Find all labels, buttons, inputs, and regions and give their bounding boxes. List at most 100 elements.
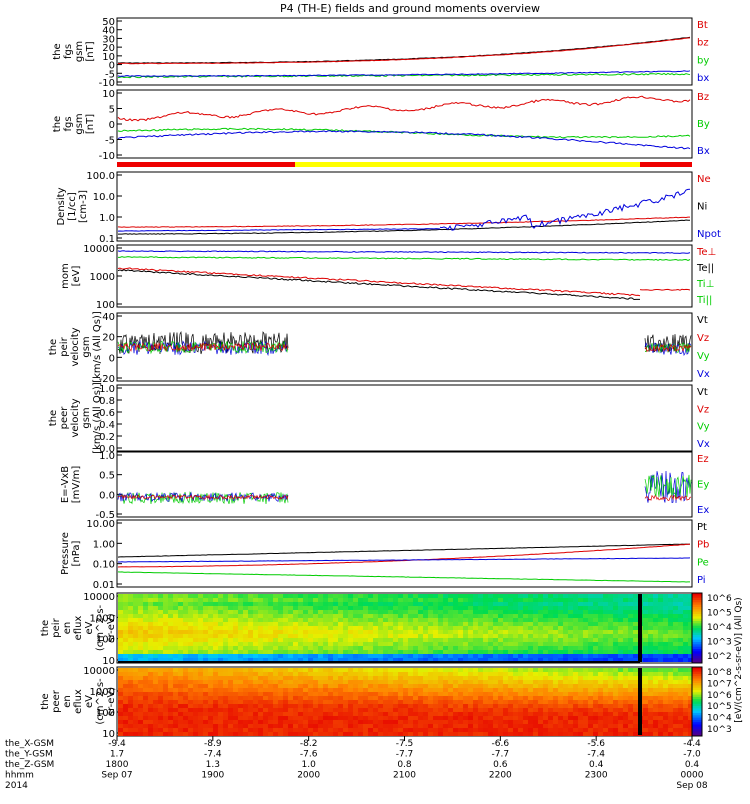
spectro-cell bbox=[463, 724, 468, 728]
spectro-cell bbox=[493, 642, 498, 646]
spectro-cell bbox=[623, 728, 628, 732]
spectro-cell bbox=[593, 646, 598, 650]
spectro-cell bbox=[473, 696, 478, 700]
spectro-cell bbox=[308, 700, 313, 704]
spectro-cell bbox=[458, 680, 463, 684]
spectro-cell bbox=[393, 594, 398, 598]
spectro-cell bbox=[288, 672, 293, 676]
spectro-cell bbox=[448, 630, 453, 634]
spectro-cell bbox=[328, 732, 333, 736]
spectro-cell bbox=[338, 610, 343, 614]
spectro-cell bbox=[348, 658, 353, 662]
spectro-cell bbox=[168, 728, 173, 732]
spectro-cell bbox=[598, 676, 603, 680]
spectro-cell bbox=[343, 688, 348, 692]
spectro-cell bbox=[473, 622, 478, 626]
spectro-cell bbox=[348, 676, 353, 680]
spectro-cell bbox=[118, 692, 123, 696]
spectro-cell bbox=[683, 642, 688, 646]
spectro-cell bbox=[553, 610, 558, 614]
spectro-cell bbox=[503, 658, 508, 662]
spectro-cell bbox=[253, 602, 258, 606]
spectro-cell bbox=[498, 646, 503, 650]
spectro-cell bbox=[268, 642, 273, 646]
spectro-cell bbox=[673, 626, 678, 630]
spectro-cell bbox=[138, 668, 143, 672]
spectro-cell bbox=[413, 700, 418, 704]
spectro-cell bbox=[673, 732, 678, 736]
spectro-cell bbox=[408, 622, 413, 626]
spectro-cell bbox=[173, 606, 178, 610]
spectro-cell bbox=[493, 724, 498, 728]
spectro-cell bbox=[343, 696, 348, 700]
spectro-cell bbox=[628, 598, 633, 602]
spectro-cell bbox=[308, 716, 313, 720]
mode-bar-fast bbox=[295, 162, 640, 167]
spectro-cell bbox=[438, 712, 443, 716]
spectro-cell bbox=[328, 638, 333, 642]
spectro-cell bbox=[658, 672, 663, 676]
spectro-cell bbox=[453, 630, 458, 634]
spectro-cell bbox=[563, 732, 568, 736]
spectro-cell bbox=[183, 654, 188, 658]
spectro-cell bbox=[503, 732, 508, 736]
spectro-cell bbox=[453, 614, 458, 618]
spectro-cell bbox=[558, 704, 563, 708]
spectro-cell bbox=[548, 712, 553, 716]
spectro-cell bbox=[173, 602, 178, 606]
spectro-cell bbox=[358, 594, 363, 598]
colorbar-cell bbox=[692, 713, 702, 716]
y-tick-label: 0.1 bbox=[99, 234, 115, 245]
spectro-cell bbox=[393, 650, 398, 654]
spectro-cell bbox=[223, 716, 228, 720]
spectro-cell bbox=[133, 598, 138, 602]
spectro-cell bbox=[378, 692, 383, 696]
spectro-cell bbox=[398, 654, 403, 658]
spectro-cell bbox=[443, 672, 448, 676]
spectro-cell bbox=[483, 638, 488, 642]
spectro-cell bbox=[508, 680, 513, 684]
spectro-cell bbox=[443, 602, 448, 606]
spectro-cell bbox=[118, 618, 123, 622]
spectro-cell bbox=[368, 688, 373, 692]
spectro-cell bbox=[613, 626, 618, 630]
spectro-cell bbox=[568, 688, 573, 692]
spectro-cell bbox=[543, 658, 548, 662]
spectro-cell bbox=[258, 696, 263, 700]
spectro-cell bbox=[173, 630, 178, 634]
spectro-cell bbox=[463, 626, 468, 630]
spectro-cell bbox=[293, 606, 298, 610]
spectro-cell bbox=[408, 634, 413, 638]
spectro-cell bbox=[138, 672, 143, 676]
spectro-cell bbox=[218, 712, 223, 716]
spectro-cell bbox=[298, 732, 303, 736]
spectro-cell bbox=[273, 606, 278, 610]
spectro-cell bbox=[178, 626, 183, 630]
spectro-cell bbox=[578, 684, 583, 688]
spectro-cell bbox=[348, 602, 353, 606]
spectro-cell bbox=[203, 684, 208, 688]
spectro-cell bbox=[558, 724, 563, 728]
spectro-cell bbox=[218, 622, 223, 626]
spectro-cell bbox=[353, 720, 358, 724]
spectro-cell bbox=[403, 654, 408, 658]
spectro-cell bbox=[328, 688, 333, 692]
spectro-cell bbox=[603, 732, 608, 736]
spectro-cell bbox=[358, 688, 363, 692]
spectro-cell bbox=[618, 606, 623, 610]
spectro-cell bbox=[543, 618, 548, 622]
spectro-cell bbox=[248, 650, 253, 654]
spectro-cell bbox=[398, 728, 403, 732]
spectro-cell bbox=[483, 684, 488, 688]
spectro-cell bbox=[543, 638, 548, 642]
spectro-cell bbox=[458, 688, 463, 692]
spectro-cell bbox=[148, 696, 153, 700]
ni-line bbox=[118, 219, 690, 235]
spectro-cell bbox=[598, 724, 603, 728]
spectro-cell bbox=[178, 712, 183, 716]
colorbar-cell bbox=[692, 694, 702, 698]
spectro-cell bbox=[613, 638, 618, 642]
spectro-cell bbox=[678, 642, 683, 646]
spectro-cell bbox=[613, 598, 618, 602]
